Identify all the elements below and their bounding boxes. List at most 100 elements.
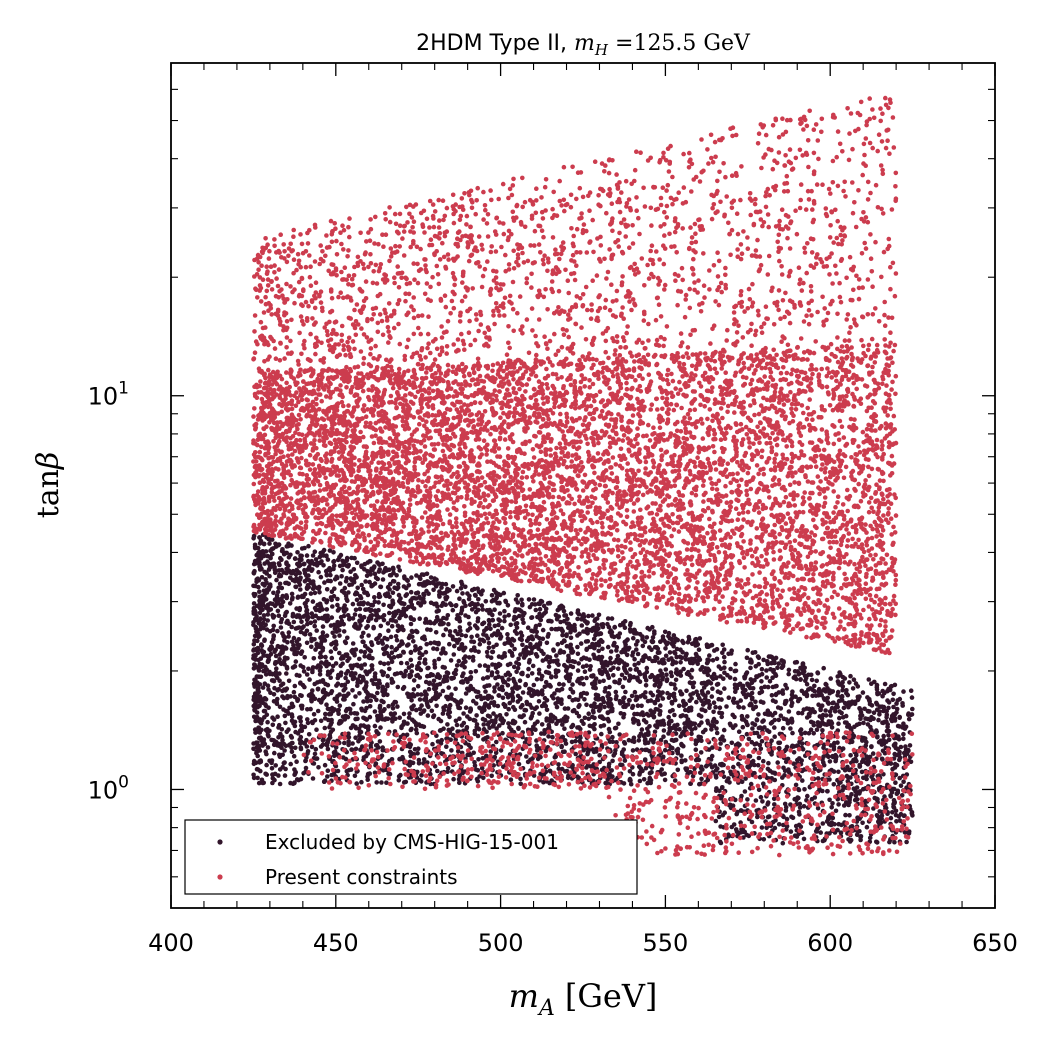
scatter-point-excluded (273, 763, 279, 768)
scatter-point-excluded (726, 651, 731, 657)
scatter-point-excluded (262, 741, 268, 747)
scatter-point-excluded (600, 695, 606, 701)
scatter-point-excluded (275, 628, 280, 634)
scatter-point-excluded (277, 581, 283, 587)
scatter-point-excluded (667, 650, 673, 655)
scatter-point-excluded (382, 717, 388, 722)
scatter-point-excluded (506, 706, 512, 712)
scatter-point-excluded (271, 623, 277, 629)
scatter-point-excluded (846, 837, 851, 842)
scatter-point-excluded (487, 607, 492, 613)
scatter-point-excluded (306, 573, 311, 578)
scatter-point-excluded (715, 681, 721, 687)
scatter-point-excluded (268, 644, 274, 649)
scatter-point-excluded (256, 689, 262, 695)
scatter-point-excluded (376, 562, 382, 567)
scatter-point-excluded (580, 664, 586, 669)
scatter-point-excluded (469, 634, 474, 640)
scatter-point-excluded (740, 683, 746, 689)
scatter-point-excluded (415, 750, 420, 756)
scatter-point-excluded (672, 712, 677, 718)
scatter-point-excluded (764, 675, 769, 680)
scatter-point-excluded (801, 836, 807, 842)
scatter-point-excluded (528, 641, 533, 647)
scatter-point-excluded (271, 692, 277, 697)
scatter-point-excluded (396, 774, 402, 779)
scatter-point-excluded (528, 716, 534, 721)
scatter-point-excluded (857, 762, 862, 768)
scatter-point-excluded (505, 603, 511, 608)
scatter-point-excluded (639, 658, 645, 663)
scatter-point-excluded (287, 601, 293, 606)
scatter-point-excluded (512, 646, 517, 652)
scatter-point-excluded (280, 631, 285, 636)
scatter-point-excluded (428, 771, 433, 777)
scatter-point-excluded (434, 703, 439, 709)
scatter-point-excluded (277, 597, 282, 602)
scatter-point-excluded (458, 586, 464, 591)
scatter-point-excluded (605, 663, 610, 668)
scatter-point-excluded (529, 705, 534, 710)
scatter-point-excluded (387, 666, 392, 672)
scatter-point-excluded (688, 660, 693, 666)
chart-title-math-sub: H (594, 41, 609, 59)
scatter-point-excluded (652, 658, 658, 664)
scatter-point-excluded (381, 602, 386, 608)
scatter-point-excluded (678, 673, 684, 678)
chart-title: 2HDM Type II, mH =125.5 GeV (416, 31, 751, 59)
scatter-point-excluded (333, 745, 339, 750)
scatter-point-excluded (756, 755, 762, 761)
scatter-point-excluded (362, 654, 368, 659)
scatter-point-excluded (630, 653, 635, 658)
scatter-point-excluded (840, 746, 846, 751)
scatter-point-excluded (662, 629, 668, 635)
scatter-point-excluded (733, 827, 739, 832)
scatter-point-excluded (575, 616, 580, 622)
scatter-point-excluded (302, 632, 308, 637)
scatter-point-excluded (453, 628, 458, 634)
scatter-point-excluded (849, 792, 854, 797)
scatter-point-excluded (352, 612, 358, 617)
scatter-point-excluded (323, 711, 328, 717)
scatter-point-excluded (721, 727, 727, 733)
scatter-point-excluded (519, 597, 524, 603)
scatter-point-excluded (478, 706, 484, 711)
scatter-point-excluded (638, 731, 644, 737)
scatter-point-excluded (556, 766, 562, 771)
scatter-point-excluded (354, 781, 360, 786)
scatter-point-excluded (408, 598, 414, 603)
scatter-point-excluded (721, 762, 726, 768)
scatter-point-excluded (385, 673, 391, 679)
scatter-point-excluded (321, 597, 327, 602)
scatter-point-excluded (376, 607, 381, 613)
scatter-point-excluded (282, 748, 287, 753)
scatter-point-excluded (395, 704, 400, 709)
scatter-point-excluded (407, 692, 412, 697)
scatter-point-excluded (853, 756, 858, 762)
scatter-point-excluded (313, 557, 319, 562)
scatter-point-excluded (617, 677, 623, 683)
scatter-point-excluded (341, 590, 347, 595)
scatter-point-excluded (544, 640, 550, 646)
scatter-point-excluded (632, 656, 637, 662)
scatter-point-excluded (733, 668, 739, 674)
scatter-point-excluded (756, 734, 762, 739)
scatter-point-excluded (492, 623, 498, 629)
scatter-point-excluded (633, 642, 639, 647)
scatter-point-excluded (621, 740, 627, 745)
scatter-point-excluded (709, 753, 715, 759)
scatter-point-excluded (773, 691, 779, 697)
scatter-point-excluded (647, 627, 652, 632)
scatter-point-excluded (808, 710, 813, 716)
scatter-point-excluded (397, 715, 403, 720)
scatter-point-excluded (566, 625, 571, 631)
scatter-point-excluded (874, 797, 880, 802)
scatter-point-excluded (661, 734, 666, 739)
scatter-point-excluded (575, 697, 581, 703)
scatter-point-excluded (393, 647, 398, 653)
scatter-point-excluded (844, 720, 849, 725)
scatter-point-excluded (844, 767, 850, 772)
scatter-point-excluded (782, 768, 788, 774)
scatter-point-excluded (295, 613, 300, 618)
scatter-point-excluded (292, 719, 298, 725)
